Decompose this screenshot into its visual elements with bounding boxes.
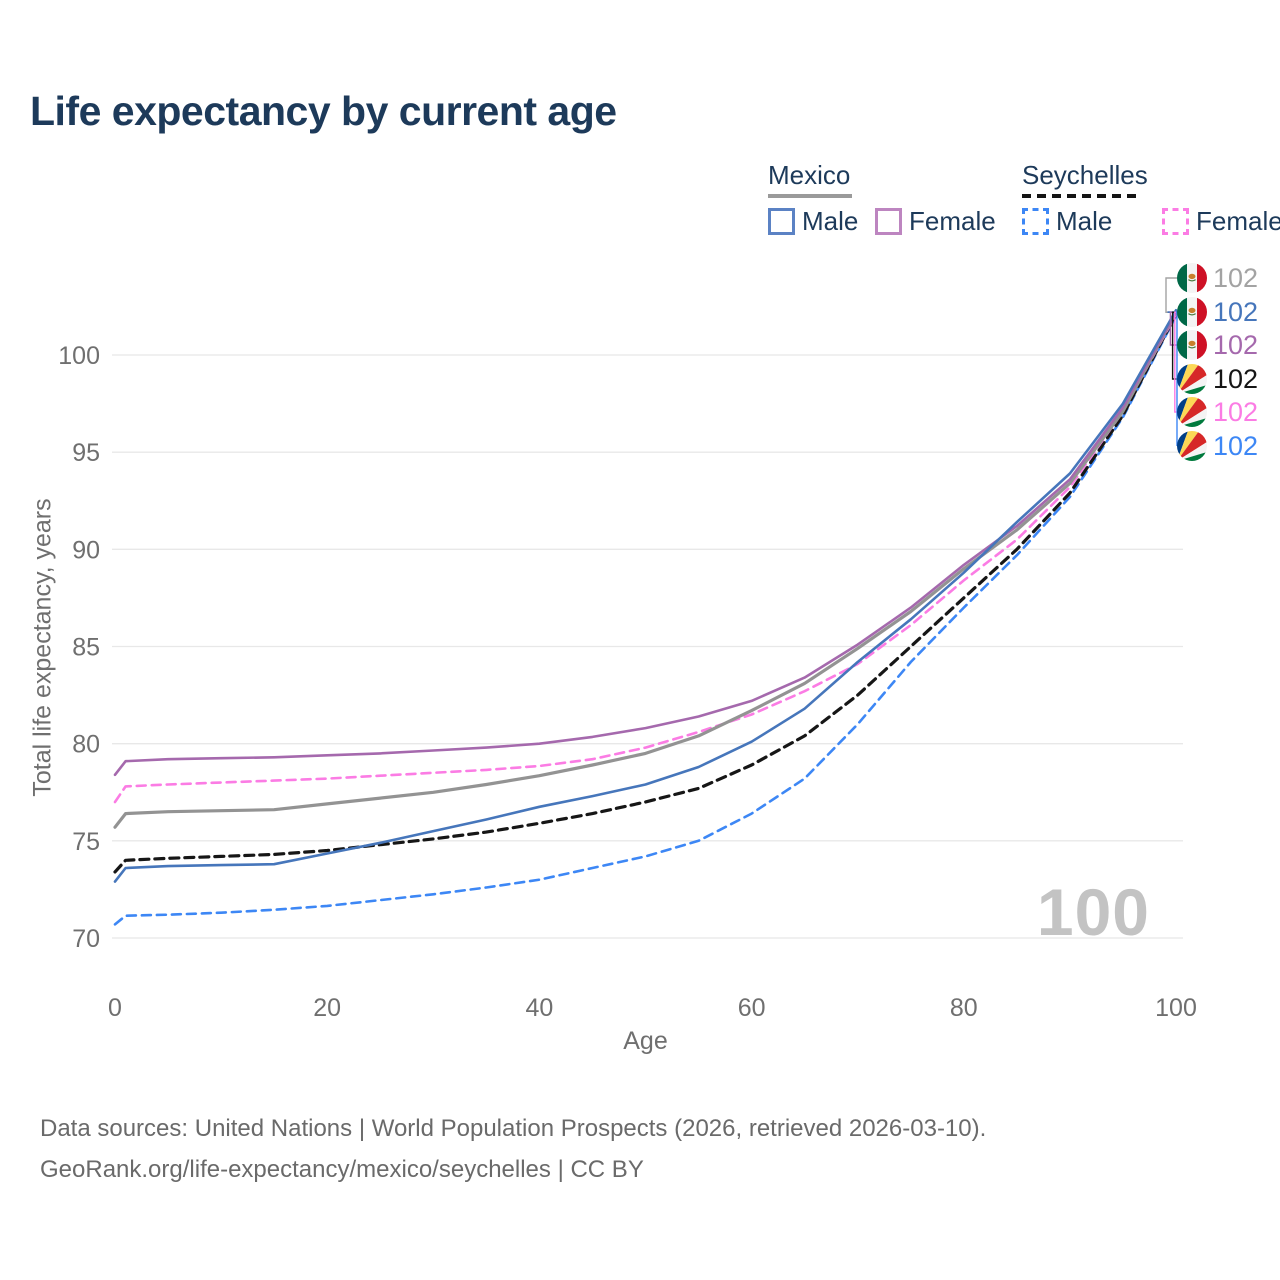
legend-seychelles-male-label: Male (1056, 206, 1113, 236)
license-line: GeoRank.org/life-expectancy/mexico/seych… (40, 1156, 644, 1183)
legend-seychelles-linestyle-sample (1022, 194, 1140, 198)
legend-group-mexico: Mexico (768, 160, 852, 198)
y-tick-100: 100 (58, 342, 100, 370)
legend-mexico-linestyle-sample (768, 194, 852, 198)
endpoint-connector-0 (1165, 277, 1177, 313)
seychelles-flag-icon (1177, 397, 1207, 427)
seychelles-male-swatch-icon (1022, 208, 1049, 235)
x-tick-40: 40 (525, 994, 553, 1022)
endpoint-label-seychelles-male: 102 (1177, 430, 1258, 462)
endpoint-value: 102 (1213, 296, 1259, 327)
legend-seychelles-title: Seychelles (1022, 160, 1148, 190)
series-line-seychelles-female (113, 312, 1178, 804)
mexico-flag-icon (1177, 330, 1207, 360)
x-tick-20: 20 (313, 994, 341, 1022)
y-tick-90: 90 (72, 536, 100, 564)
endpoint-value: 102 (1213, 329, 1259, 360)
legend-item-seychelles-male[interactable]: Male (1022, 206, 1112, 237)
x-tick-80: 80 (950, 994, 978, 1022)
legend-mexico-female-label: Female (909, 206, 996, 236)
endpoint-value: 102 (1213, 396, 1259, 427)
x-tick-0: 0 (108, 994, 122, 1022)
legend-seychelles-female-label: Female (1196, 206, 1280, 236)
legend-item-seychelles-female[interactable]: Female (1162, 206, 1280, 237)
endpoint-connector-5 (1176, 311, 1178, 446)
endpoint-label-mexico-male: 102 (1177, 296, 1258, 328)
legend-mexico-title: Mexico (768, 160, 851, 190)
series-line-mexico-male (113, 308, 1178, 883)
age-counter-watermark: 100 (1036, 875, 1150, 949)
endpoint-connector-4 (1174, 311, 1177, 413)
seychelles-flag-icon (1177, 431, 1207, 461)
seychelles-female-swatch-icon (1162, 208, 1189, 235)
endpoint-label-seychelles-total: 102 (1177, 363, 1258, 395)
x-tick-60: 60 (738, 994, 766, 1022)
legend-item-mexico-male[interactable]: Male (768, 206, 858, 237)
mexico-female-swatch-icon (875, 208, 902, 235)
series-line-seychelles-male (113, 314, 1178, 926)
mexico-flag-icon (1177, 263, 1207, 293)
y-tick-95: 95 (72, 439, 100, 467)
mexico-flag-icon (1177, 297, 1207, 327)
endpoint-value: 102 (1213, 363, 1259, 394)
endpoint-value: 102 (1213, 430, 1259, 461)
y-tick-70: 70 (72, 925, 100, 953)
data-sources-line: Data sources: United Nations | World Pop… (40, 1115, 987, 1142)
endpoint-value: 102 (1213, 262, 1259, 293)
seychelles-flag-icon (1177, 364, 1207, 394)
endpoint-label-seychelles-female: 102 (1177, 396, 1258, 428)
x-axis-title: Age (623, 1027, 668, 1055)
legend-item-mexico-female[interactable]: Female (875, 206, 996, 237)
x-tick-100: 100 (1155, 994, 1197, 1022)
page-title: Life expectancy by current age (30, 88, 617, 134)
series-line-seychelles-total (113, 312, 1178, 874)
endpoint-label-mexico-total: 102 (1177, 262, 1258, 294)
endpoint-label-mexico-female: 102 (1177, 329, 1258, 361)
mexico-male-swatch-icon (768, 208, 795, 235)
legend-group-seychelles: Seychelles (1022, 160, 1148, 198)
legend-mexico-male-label: Male (802, 206, 859, 236)
source-attribution: Data sources: United Nations | World Pop… (40, 1108, 986, 1190)
y-tick-75: 75 (72, 828, 100, 856)
y-axis-title: Total life expectancy, years (28, 498, 57, 797)
series-line-mexico-total (113, 310, 1178, 829)
series-line-mexico-female (113, 310, 1178, 777)
y-tick-85: 85 (72, 634, 100, 662)
y-tick-80: 80 (72, 731, 100, 759)
